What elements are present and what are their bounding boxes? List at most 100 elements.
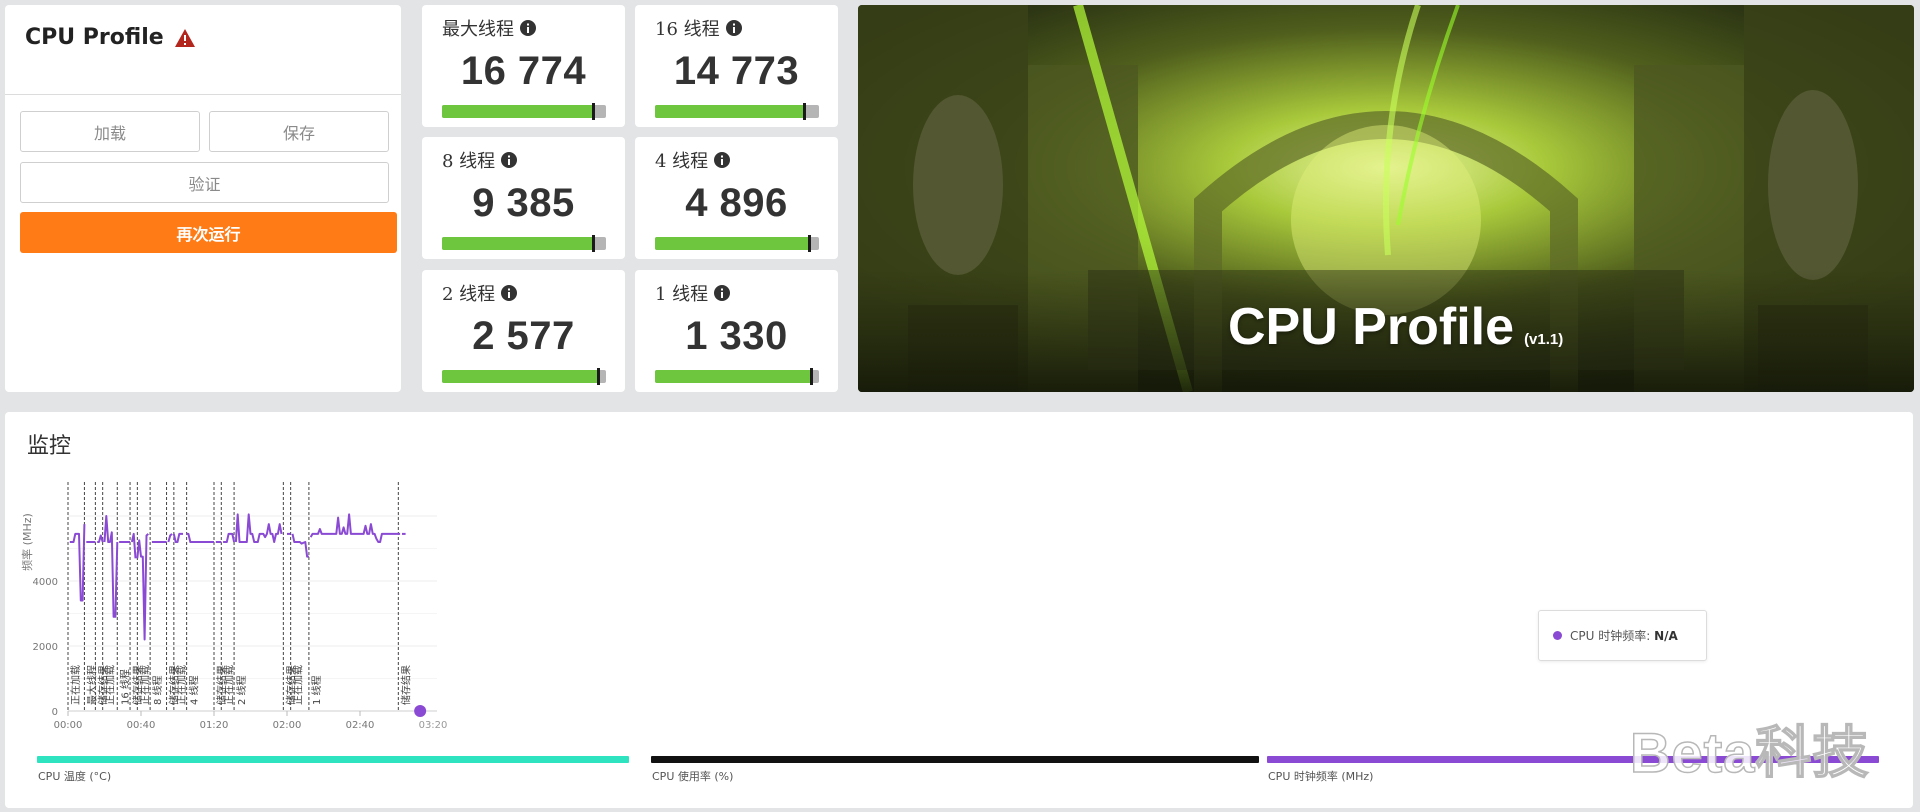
y-tick-label: 2000: [33, 642, 58, 653]
x-tick-label-partial: 03:20: [419, 720, 448, 731]
series-line-segment: [130, 532, 137, 559]
monitor-title: 监控: [27, 434, 72, 459]
save-button[interactable]: 保存: [209, 111, 389, 152]
phase-marker-label: 储存结果: [399, 665, 412, 705]
legend-bar-cpu-usage[interactable]: [651, 756, 1259, 763]
score-bar-marker: [591, 235, 595, 252]
tooltip-value: N/A: [1654, 629, 1678, 643]
timeline-cursor[interactable]: [414, 705, 427, 717]
score-card-8-threads: 8 线程 9 385: [422, 137, 625, 259]
phase-marker-label: 正在加载: [139, 665, 151, 705]
series-line-segment: [234, 513, 283, 543]
legend-bar-cpu-clock[interactable]: [1267, 756, 1879, 763]
y-tick-label: 4000: [33, 577, 58, 588]
chart-grid: [68, 515, 437, 712]
series-dot: [1553, 631, 1562, 640]
score-bar-marker: [803, 103, 807, 120]
phase-marker-label: 8 线程: [151, 675, 164, 705]
phase-marker-label: 1 线程: [310, 675, 323, 705]
score-bar-marker: [591, 103, 595, 120]
control-panel: CPU Profile 加载 保存 验证 再次运行: [5, 5, 401, 392]
score-card-1-thread: 1 线程 1 330: [635, 270, 838, 392]
warning-icon: [174, 28, 195, 47]
series-line-segment: [186, 532, 214, 543]
x-tick-label: 00:40: [127, 720, 156, 731]
score-bar: [442, 103, 606, 120]
info-icon[interactable]: [501, 152, 518, 168]
legend-label-cpu-temperature: CPU 温度 (°C): [38, 770, 112, 783]
divider: [5, 94, 401, 95]
run-again-button[interactable]: 再次运行: [20, 212, 397, 253]
chart-axes: 频率 (MHz) 0 2000 4000 00:00 00:40 01:20 02:00 02…: [20, 513, 447, 731]
score-bar-marker: [596, 368, 600, 385]
legend-bar-cpu-temperature[interactable]: [37, 756, 629, 763]
info-icon[interactable]: [714, 285, 731, 301]
score-bar-marker: [809, 368, 813, 385]
score-value: 16 774: [460, 49, 587, 93]
series-line-segment: [103, 515, 119, 618]
score-bar: [655, 235, 819, 252]
load-button[interactable]: 加载: [20, 111, 200, 152]
score-bar-fill: [655, 237, 810, 250]
frequency-series: [69, 513, 406, 641]
score-card-4-threads: 4 线程 4 896: [635, 137, 838, 259]
benchmark-banner: CPU Profile (v1.1): [858, 5, 1914, 392]
phase-marker-label: 正在加载: [70, 665, 82, 705]
score-bar: [442, 235, 606, 252]
x-tick-label: 00:00: [54, 720, 83, 731]
title-row: CPU Profile: [25, 25, 196, 50]
score-label: 最大线程: [442, 19, 514, 40]
phase-marker-label: 16 线程: [118, 669, 131, 705]
phase-marker-label: 正在加载: [293, 665, 305, 705]
score-label: 1 线程: [655, 284, 709, 305]
score-card-2-threads: 2 线程 2 577: [422, 270, 625, 392]
score-label: 2 线程: [442, 284, 496, 305]
info-icon[interactable]: [520, 20, 536, 36]
monitoring-panel: 监控 正在加载 最大线程 储存结果 正在加载 16 线程 储存结果 正在加载 8 线程 储存结果…: [5, 412, 1913, 808]
hover-tooltip: CPU 时钟频率: N/A: [1538, 610, 1707, 661]
x-tick-label: 01:20: [200, 720, 229, 731]
phase-marker-label: 4 线程: [188, 675, 201, 705]
score-card-16-threads: 16 线程 14 773: [635, 5, 838, 127]
score-value: 4 896: [685, 181, 788, 225]
y-tick-label: 0: [52, 707, 58, 718]
score-bar: [655, 368, 819, 385]
info-icon[interactable]: [725, 20, 742, 36]
score-label: 16 线程: [655, 19, 720, 40]
series-line-segment: [291, 533, 309, 558]
tooltip-label: CPU 时钟频率:: [1570, 629, 1655, 643]
score-bar: [442, 368, 606, 385]
tooltip-text: CPU 时钟频率: N/A: [1570, 627, 1678, 644]
series-line-segment: [309, 513, 401, 543]
series-line-segment: [223, 532, 236, 543]
phase-marker-label: 正在加载: [176, 665, 188, 705]
y-axis-label: 频率 (MHz): [20, 513, 34, 571]
score-value: 2 577: [472, 314, 575, 358]
score-bar-fill: [442, 237, 593, 250]
banner-version: (v1.1): [1524, 331, 1564, 348]
series-line-segment: [69, 524, 86, 602]
score-bar-marker: [808, 235, 812, 252]
x-tick-label: 02:40: [346, 720, 375, 731]
phase-marker-label: 正在加载: [105, 665, 117, 705]
phase-marker-label: 2 线程: [235, 675, 248, 705]
score-value: 9 385: [472, 181, 575, 225]
score-card-max-threads: 最大线程 16 774: [422, 5, 625, 127]
series-line-segment: [167, 533, 173, 543]
legend-label-cpu-clock: CPU 时钟频率 (MHz): [1268, 770, 1374, 783]
info-icon[interactable]: [714, 152, 731, 168]
score-bar-fill: [655, 370, 811, 383]
score-bar: [655, 103, 819, 120]
info-icon[interactable]: [501, 285, 518, 301]
validate-button[interactable]: 验证: [20, 162, 389, 203]
score-label: 4 线程: [655, 151, 709, 172]
score-value: 1 330: [685, 314, 788, 358]
x-tick-label: 02:00: [273, 720, 302, 731]
score-bar-fill: [442, 105, 593, 118]
page-title: CPU Profile: [25, 25, 164, 50]
phase-marker-label: 最大线程: [85, 665, 98, 705]
phase-marker-label: 正在加载: [223, 665, 235, 705]
score-bar-fill: [442, 370, 598, 383]
